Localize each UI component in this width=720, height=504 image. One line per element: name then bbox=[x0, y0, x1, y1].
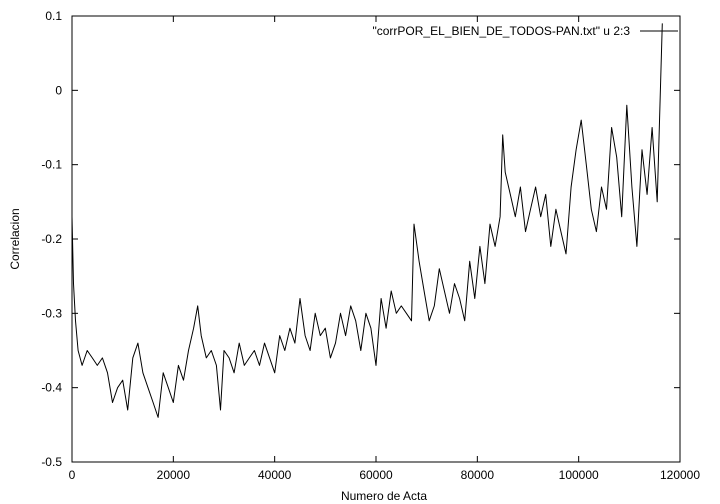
x-tick-label: 40000 bbox=[258, 468, 292, 482]
x-tick-label: 120000 bbox=[660, 468, 700, 482]
x-axis-ticks: 0 20000 40000 60000 80000 100000 120000 bbox=[69, 16, 700, 482]
x-tick-label: 20000 bbox=[157, 468, 191, 482]
x-tick-label: 60000 bbox=[359, 468, 393, 482]
series-line bbox=[71, 23, 663, 418]
y-tick-label: -0.1 bbox=[41, 158, 62, 172]
x-tick-label: 0 bbox=[69, 468, 76, 482]
plot-area-frame bbox=[71, 15, 681, 463]
y-tick-label: -0.2 bbox=[41, 232, 62, 246]
legend-label: "corrPOR_EL_BIEN_DE_TODOS-PAN.txt" u 2:3 bbox=[373, 24, 631, 38]
x-tick-label: 100000 bbox=[559, 468, 599, 482]
legend: "corrPOR_EL_BIEN_DE_TODOS-PAN.txt" u 2:3 bbox=[373, 24, 678, 38]
x-axis-title: Numero de Acta bbox=[341, 489, 427, 503]
y-tick-label: -0.5 bbox=[41, 455, 62, 469]
y-tick-label: -0.4 bbox=[41, 381, 62, 395]
y-axis-title: Correlacion bbox=[8, 208, 22, 269]
y-tick-label: -0.3 bbox=[41, 306, 62, 320]
series-layer bbox=[71, 23, 663, 418]
y-axis-ticks: -0.5 -0.4 -0.3 -0.2 -0.1 0 0.1 bbox=[41, 9, 680, 469]
y-tick-label: 0.1 bbox=[45, 9, 62, 23]
x-tick-label: 80000 bbox=[461, 468, 495, 482]
y-tick-label: 0 bbox=[55, 83, 62, 97]
